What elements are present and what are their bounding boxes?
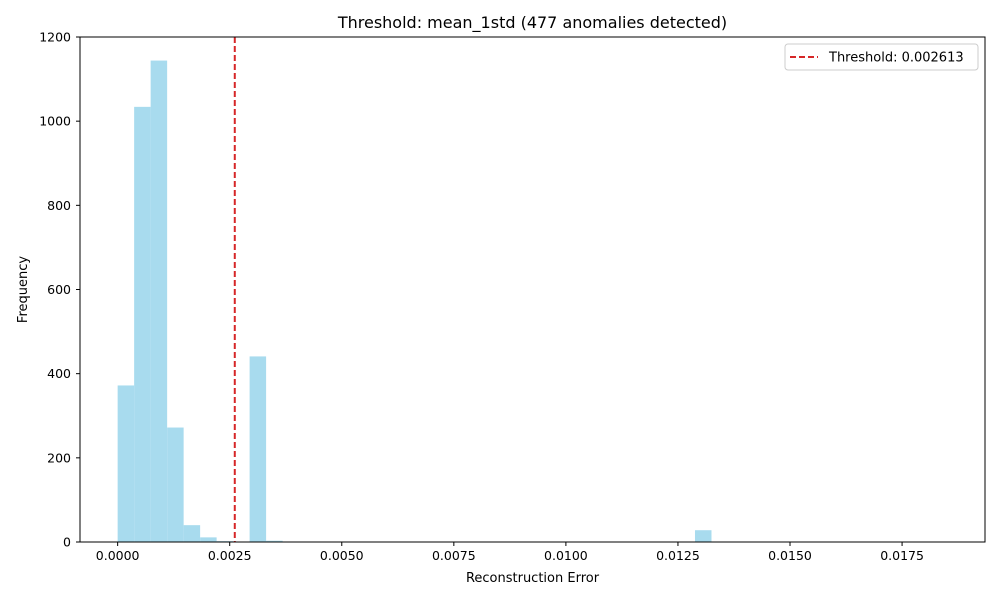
y-tick-label: 200: [47, 450, 71, 465]
x-tick-label: 0.0025: [208, 548, 252, 563]
x-tick-label: 0.0175: [880, 548, 924, 563]
x-axis-label: Reconstruction Error: [466, 571, 600, 586]
x-tick-label: 0.0150: [768, 548, 812, 563]
x-tick-label: 0.0075: [432, 548, 476, 563]
histogram-bars: [117, 60, 936, 543]
legend: Threshold: 0.002613: [784, 43, 979, 71]
chart-title: Threshold: mean_1std (477 anomalies dete…: [337, 13, 727, 33]
histogram-bar: [266, 540, 283, 542]
x-tick-label: 0.0050: [320, 548, 364, 563]
histogram-bar: [167, 427, 184, 542]
y-tick-label: 0: [63, 535, 71, 550]
y-tick-label: 1200: [39, 30, 71, 45]
x-axis-ticks: 0.0000 0.0025 0.0050 0.0075 0.0100 0.0125 0.01…: [96, 542, 924, 563]
x-tick-label: 0.0000: [96, 548, 140, 563]
legend-threshold-label: Threshold: 0.002613: [828, 51, 964, 66]
x-tick-label: 0.0100: [544, 548, 588, 563]
y-axis-ticks: 0 200 400 600 800 1000 1200: [39, 30, 80, 550]
plot-frame: [79, 36, 986, 543]
histogram-bar: [134, 106, 151, 542]
histogram-bar: [694, 530, 712, 542]
y-tick-label: 400: [47, 366, 71, 381]
legend-box: [784, 43, 979, 71]
histogram-bar: [183, 525, 201, 542]
y-tick-label: 800: [47, 198, 71, 213]
x-tick-label: 0.0125: [656, 548, 700, 563]
y-axis-label: Frequency: [16, 256, 31, 323]
histogram-bar: [117, 385, 135, 542]
histogram-bar: [150, 60, 168, 543]
histogram-bar: [200, 537, 217, 542]
histogram-bar: [249, 356, 267, 542]
y-tick-label: 1000: [39, 114, 71, 129]
y-tick-label: 600: [47, 282, 71, 297]
